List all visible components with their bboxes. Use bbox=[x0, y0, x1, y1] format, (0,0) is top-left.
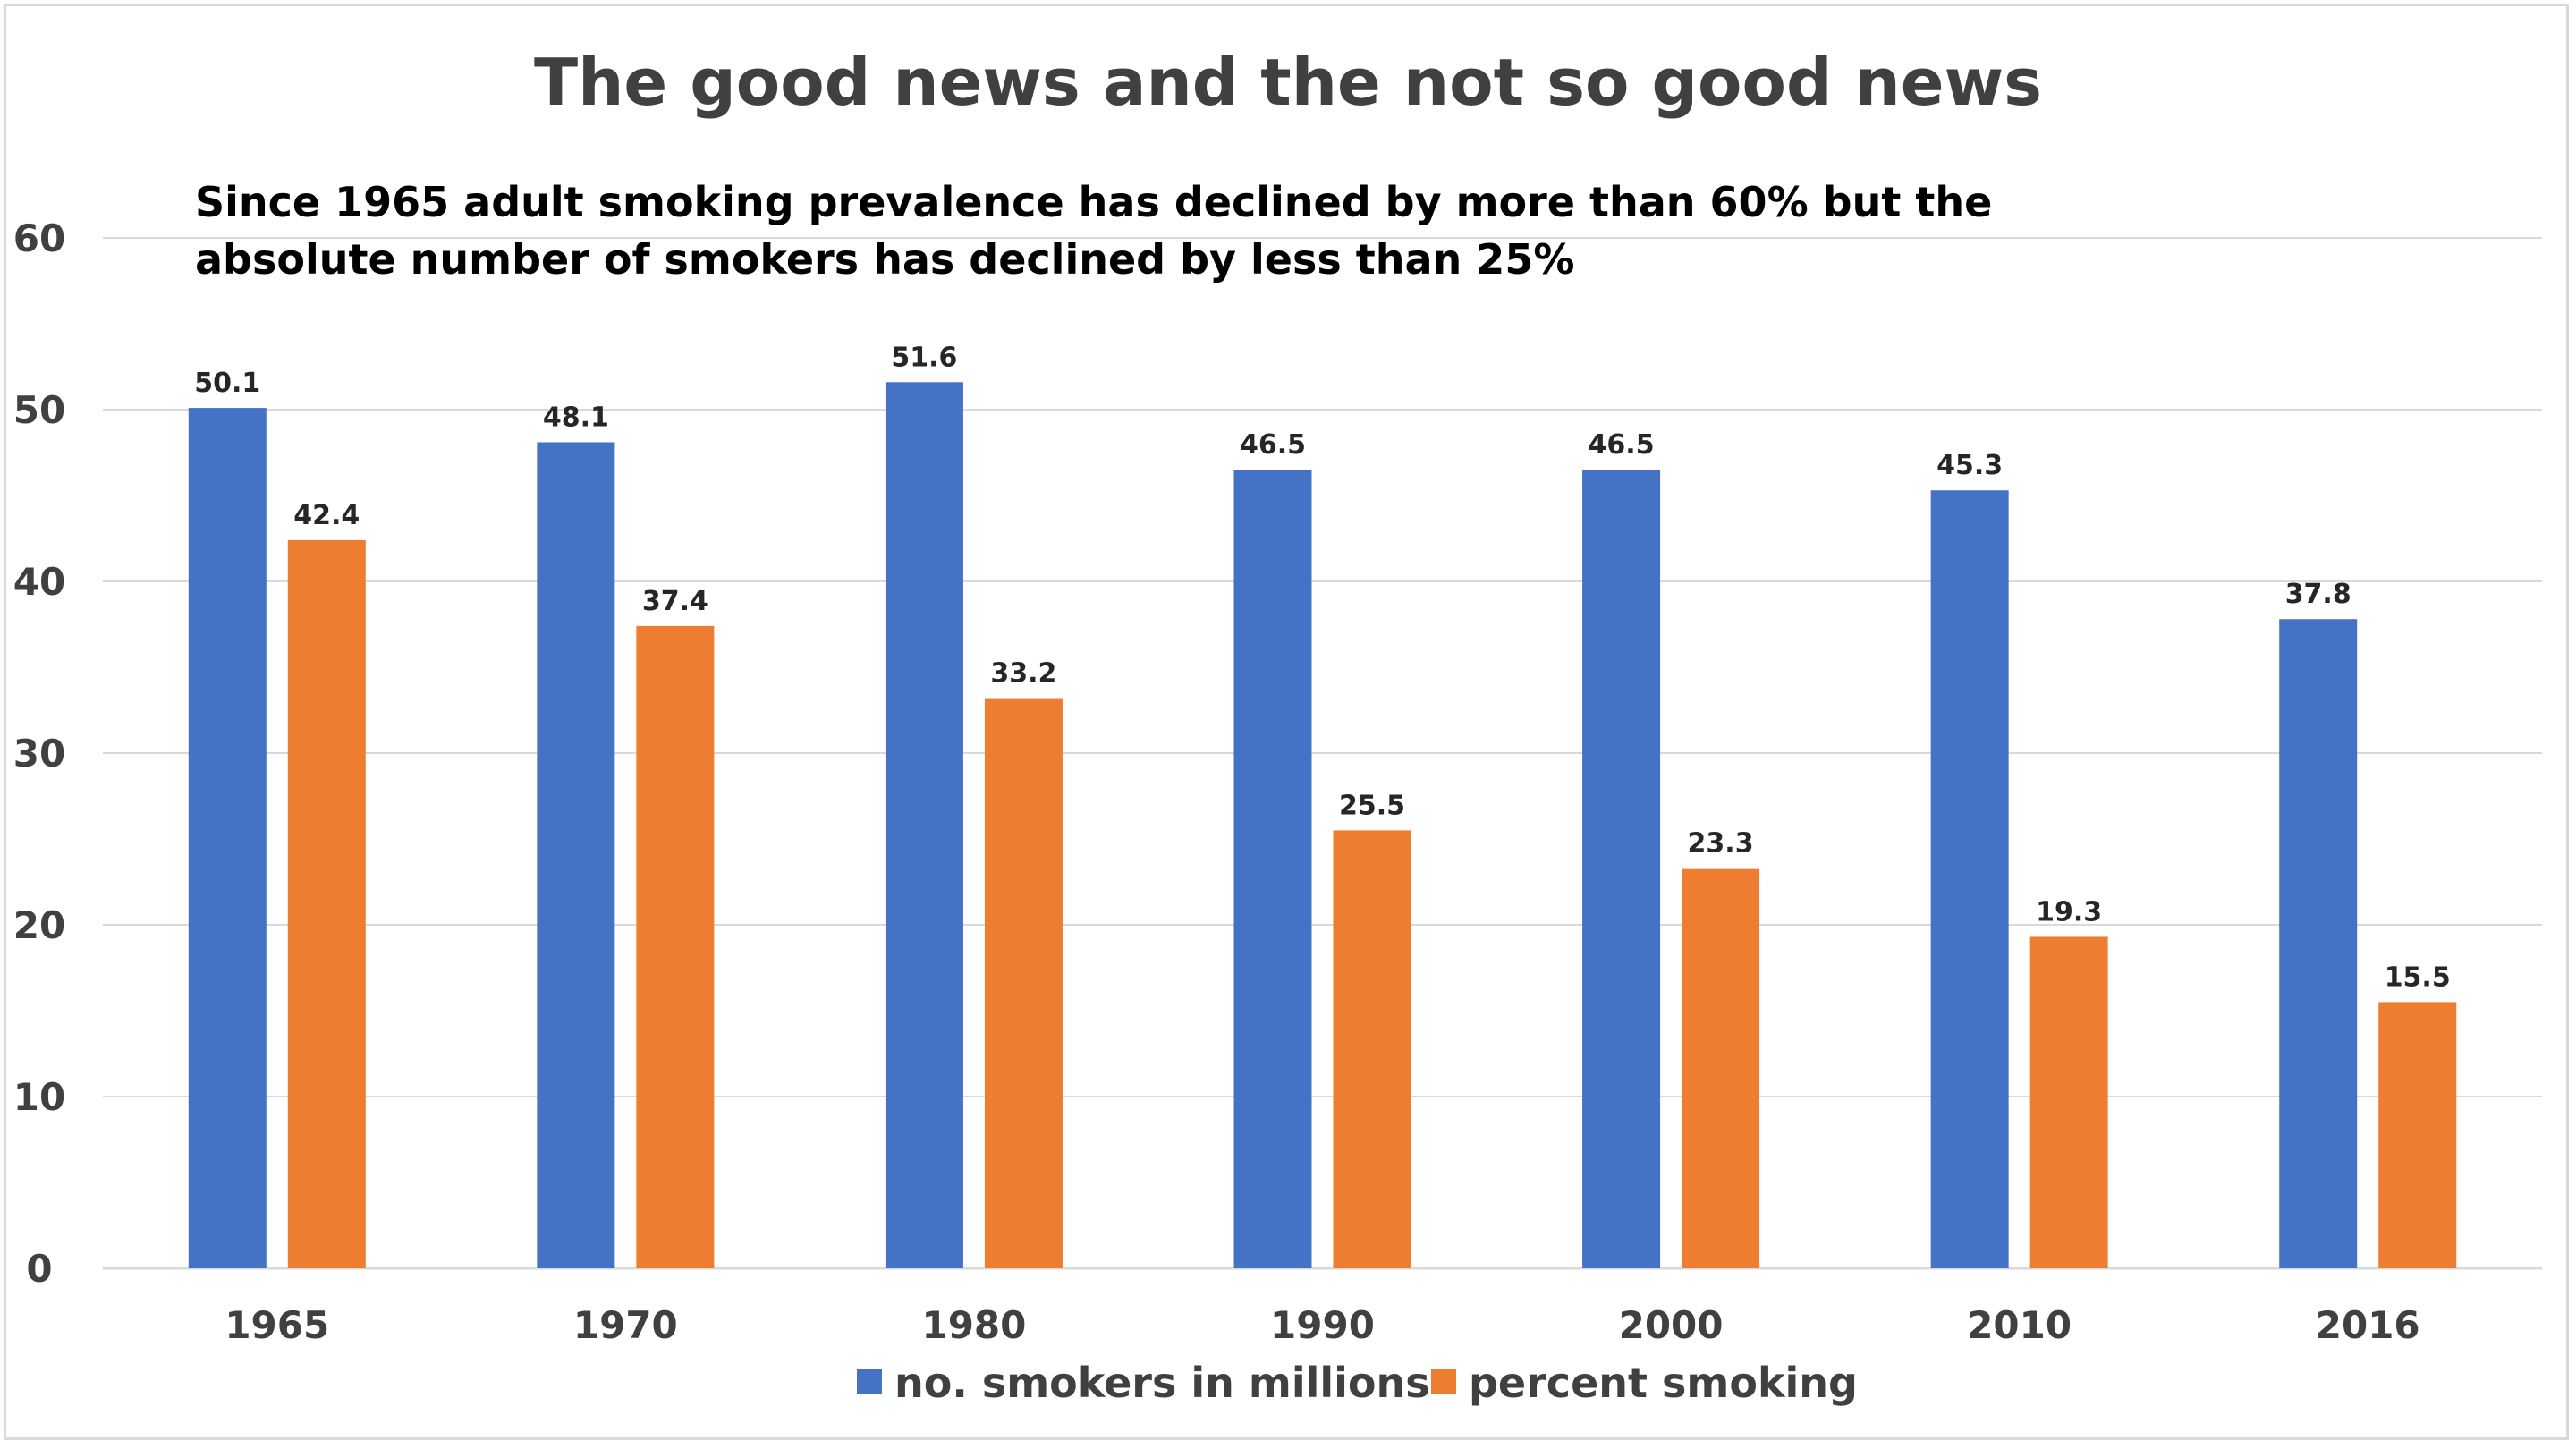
x-tick-label: 1965 bbox=[225, 1303, 329, 1347]
chart-subtitle-line-2: absolute number of smokers has declined … bbox=[195, 235, 1574, 284]
gridlines bbox=[103, 237, 2542, 1270]
bar-smokers-1980 bbox=[885, 382, 963, 1268]
bar-percent-1965 bbox=[287, 539, 366, 1268]
x-tick-label: 2000 bbox=[1619, 1303, 1724, 1347]
y-tick-label: 30 bbox=[13, 732, 65, 775]
bar-smokers-2000 bbox=[1582, 470, 1661, 1268]
data-label: 46.5 bbox=[1589, 429, 1655, 461]
data-label: 15.5 bbox=[2385, 962, 2451, 993]
bar-percent-2000 bbox=[1682, 868, 1760, 1268]
x-tick-label: 1980 bbox=[921, 1303, 1026, 1347]
bar-percent-1970 bbox=[636, 625, 715, 1268]
y-tick-label: 40 bbox=[13, 560, 65, 604]
bar-percent-1980 bbox=[984, 698, 1063, 1268]
chart-subtitle-line-1: Since 1965 adult smoking prevalence has … bbox=[195, 178, 1992, 226]
data-label: 33.2 bbox=[990, 658, 1056, 690]
data-label: 51.6 bbox=[891, 342, 957, 373]
data-label: 37.4 bbox=[642, 586, 708, 617]
bar-smokers-1990 bbox=[1233, 470, 1312, 1268]
bar-smokers-1970 bbox=[537, 442, 615, 1269]
chart-frame bbox=[4, 4, 2569, 1440]
data-label: 48.1 bbox=[543, 402, 609, 433]
bars bbox=[188, 382, 2457, 1269]
data-label: 50.1 bbox=[194, 368, 260, 399]
y-tick-label: 0 bbox=[26, 1247, 52, 1291]
legend-swatch bbox=[1431, 1369, 1456, 1394]
chart-title: The good news and the not so good news bbox=[534, 45, 2042, 120]
x-axis-ticks: 1965 1970 1980 1990 2000 2010 2016 bbox=[225, 1303, 2419, 1347]
x-tick-label: 1990 bbox=[1270, 1303, 1375, 1347]
legend-label: no. smokers in millions bbox=[894, 1359, 1430, 1407]
data-label: 42.4 bbox=[293, 500, 360, 531]
bar-percent-1990 bbox=[1333, 830, 1411, 1268]
data-label: 25.5 bbox=[1339, 790, 1405, 821]
bar-percent-2016 bbox=[2378, 1002, 2457, 1268]
data-labels: 50.1 42.4 48.1 37.4 51.6 33.2 46.5 25.5 46.5 23.3… bbox=[194, 342, 2450, 993]
bar-smokers-2016 bbox=[2279, 619, 2358, 1268]
legend: no. smokers in millions percent smoking bbox=[857, 1359, 1858, 1407]
legend-swatch bbox=[857, 1369, 882, 1394]
legend-label: percent smoking bbox=[1469, 1359, 1858, 1407]
y-axis-ticks: 0 10 20 30 40 50 60 bbox=[13, 216, 65, 1291]
x-tick-label: 1970 bbox=[573, 1303, 678, 1347]
y-tick-label: 10 bbox=[13, 1075, 65, 1119]
y-tick-label: 20 bbox=[13, 903, 65, 947]
data-label: 19.3 bbox=[2036, 896, 2102, 928]
data-label: 46.5 bbox=[1240, 429, 1306, 461]
bar-smokers-1965 bbox=[188, 408, 267, 1269]
bar-smokers-2010 bbox=[1930, 490, 2009, 1268]
x-tick-label: 2016 bbox=[2316, 1303, 2420, 1347]
data-label: 37.8 bbox=[2285, 579, 2351, 610]
data-label: 23.3 bbox=[1688, 828, 1754, 860]
x-tick-label: 2010 bbox=[1967, 1303, 2072, 1347]
y-tick-label: 50 bbox=[13, 388, 65, 432]
y-tick-label: 60 bbox=[13, 216, 65, 260]
bar-percent-2010 bbox=[2029, 936, 2108, 1268]
data-label: 45.3 bbox=[1936, 450, 2003, 481]
